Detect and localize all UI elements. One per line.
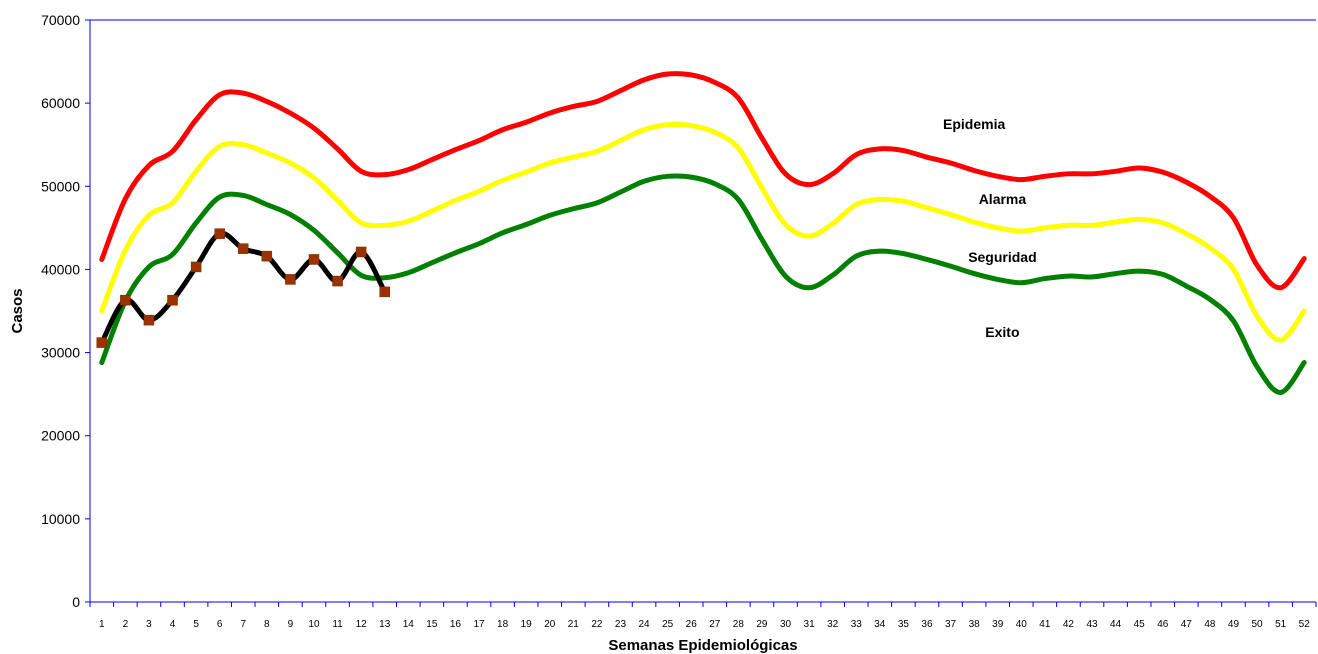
data-point-marker — [96, 337, 108, 348]
x-tick-label: 44 — [1110, 619, 1122, 630]
zone-label: Epidemia — [943, 116, 1005, 132]
x-tick-label: 20 — [544, 619, 556, 630]
series-line-alarma — [99, 121, 1307, 343]
x-tick-label: 27 — [709, 619, 721, 630]
series-line-seguridad — [99, 173, 1307, 395]
x-axis-ticks: 1 2 3 4 5 6 7 8 9 10 11 12 13 14 15 16 17 18 19 20 21 22 23 24 2… — [89, 602, 1317, 630]
x-tick-label: 32 — [827, 619, 839, 630]
x-tick-label: 33 — [851, 619, 863, 630]
data-point-marker — [120, 294, 131, 306]
data-point-marker — [167, 294, 178, 306]
x-axis-title: Semanas Epidemiológicas — [608, 637, 797, 654]
x-tick-label: 7 — [240, 619, 246, 630]
x-tick-label: 17 — [473, 619, 485, 630]
y-tick-label: 70000 — [41, 12, 80, 28]
x-tick-label: 50 — [1251, 619, 1263, 630]
x-tick-label: 19 — [521, 619, 533, 630]
x-tick-label: 16 — [450, 619, 462, 630]
x-tick-label: 38 — [969, 619, 981, 630]
x-tick-label: 2 — [123, 619, 129, 630]
zone-label: Alarma — [979, 191, 1027, 207]
data-point-marker — [332, 275, 343, 287]
y-tick-label: 0 — [72, 594, 80, 610]
data-point-marker — [143, 314, 155, 326]
x-tick-label: 47 — [1181, 619, 1193, 630]
zone-label: Seguridad — [968, 249, 1036, 265]
y-tick-label: 10000 — [41, 511, 80, 527]
y-tick-label: 40000 — [41, 261, 80, 277]
data-point-marker — [355, 246, 367, 258]
x-tick-label: 13 — [379, 619, 391, 630]
x-tick-label: 3 — [146, 619, 152, 630]
x-tick-label: 39 — [992, 619, 1004, 630]
x-tick-label: 43 — [1086, 619, 1098, 630]
data-point-marker — [190, 261, 202, 273]
x-tick-label: 48 — [1204, 619, 1216, 630]
x-tick-label: 25 — [662, 619, 674, 630]
x-tick-label: 40 — [1016, 619, 1028, 630]
data-point-marker — [308, 254, 320, 265]
x-tick-label: 22 — [591, 619, 603, 630]
y-tick-label: 50000 — [41, 178, 80, 194]
x-tick-label: 28 — [733, 619, 745, 630]
x-tick-label: 8 — [264, 619, 270, 630]
y-tick-label: 20000 — [41, 428, 80, 444]
x-tick-label: 5 — [193, 619, 199, 630]
x-tick-label: 6 — [217, 619, 223, 630]
y-axis-title: Casos — [9, 288, 26, 333]
marker-layer — [96, 228, 390, 348]
data-point-marker — [261, 250, 273, 262]
x-tick-label: 41 — [1039, 619, 1051, 630]
x-tick-label: 15 — [426, 619, 438, 630]
x-tick-label: 14 — [403, 619, 415, 630]
x-tick-label: 12 — [356, 619, 368, 630]
y-axis-ticks: 0 10000 20000 30000 40000 50000 60000 70000 — [41, 12, 90, 610]
x-tick-label: 18 — [497, 619, 509, 630]
x-tick-label: 21 — [568, 619, 580, 630]
zone-labels: Epidemia Alarma Seguridad Exito — [943, 116, 1037, 340]
series-layer — [99, 71, 1307, 395]
x-tick-label: 45 — [1134, 619, 1146, 630]
x-tick-label: 10 — [308, 619, 320, 630]
x-tick-label: 4 — [170, 619, 176, 630]
x-tick-label: 37 — [945, 619, 957, 630]
series-line-epidemia — [99, 71, 1307, 291]
x-tick-label: 42 — [1063, 619, 1075, 630]
y-tick-label: 30000 — [41, 345, 80, 361]
x-tick-label: 9 — [288, 619, 294, 630]
zone-label: Exito — [985, 324, 1019, 340]
data-point-marker — [238, 243, 249, 254]
y-tick-label: 60000 — [41, 95, 80, 111]
x-tick-label: 51 — [1275, 619, 1287, 630]
data-point-marker — [379, 286, 390, 298]
x-tick-label: 1 — [99, 619, 105, 630]
x-tick-label: 52 — [1299, 619, 1311, 630]
x-tick-label: 11 — [332, 619, 343, 630]
x-tick-label: 36 — [921, 619, 933, 630]
x-tick-label: 24 — [638, 619, 650, 630]
x-tick-label: 35 — [898, 619, 910, 630]
data-point-marker — [214, 228, 225, 239]
x-tick-label: 26 — [686, 619, 698, 630]
x-tick-label: 46 — [1157, 619, 1169, 630]
x-tick-label: 31 — [804, 619, 816, 630]
x-tick-label: 23 — [615, 619, 627, 630]
x-tick-label: 30 — [780, 619, 792, 630]
x-tick-label: 29 — [756, 619, 768, 630]
x-tick-label: 49 — [1228, 619, 1240, 630]
data-point-marker — [285, 274, 296, 285]
x-tick-label: 34 — [874, 619, 886, 630]
